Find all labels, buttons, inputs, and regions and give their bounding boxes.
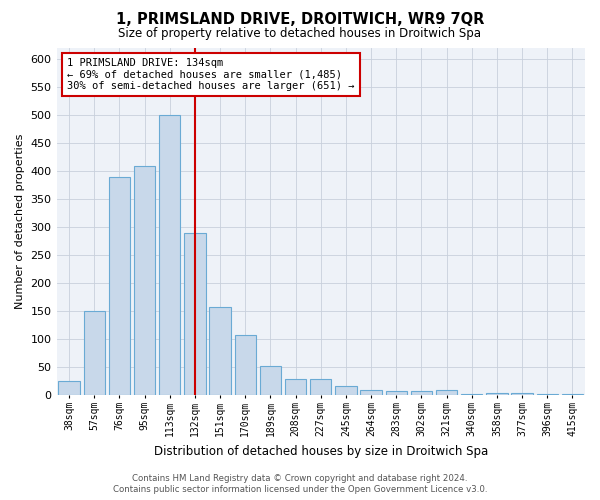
Text: Size of property relative to detached houses in Droitwich Spa: Size of property relative to detached ho… (119, 28, 482, 40)
Bar (310, 378, 331, 396)
Bar (58, 382, 80, 396)
Bar (134, 166, 155, 396)
Bar (461, 394, 482, 396)
Bar (83, 311, 105, 396)
Bar (536, 394, 558, 396)
Bar (109, 176, 130, 396)
Bar (436, 390, 457, 396)
Bar (386, 392, 407, 396)
Bar (235, 335, 256, 396)
Bar (209, 306, 231, 396)
Bar (411, 391, 432, 396)
Bar (260, 366, 281, 396)
Bar (361, 390, 382, 396)
Text: 1 PRIMSLAND DRIVE: 134sqm
← 69% of detached houses are smaller (1,485)
30% of se: 1 PRIMSLAND DRIVE: 134sqm ← 69% of detac… (67, 58, 355, 91)
Text: Contains HM Land Registry data © Crown copyright and database right 2024.
Contai: Contains HM Land Registry data © Crown c… (113, 474, 487, 494)
Y-axis label: Number of detached properties: Number of detached properties (15, 134, 25, 309)
Bar (184, 232, 206, 396)
Bar (159, 115, 181, 396)
Bar (562, 394, 583, 396)
Bar (285, 378, 307, 396)
Bar (511, 393, 533, 396)
Text: 1, PRIMSLAND DRIVE, DROITWICH, WR9 7QR: 1, PRIMSLAND DRIVE, DROITWICH, WR9 7QR (116, 12, 484, 28)
X-axis label: Distribution of detached houses by size in Droitwich Spa: Distribution of detached houses by size … (154, 444, 488, 458)
Bar (335, 386, 356, 396)
Bar (486, 392, 508, 396)
